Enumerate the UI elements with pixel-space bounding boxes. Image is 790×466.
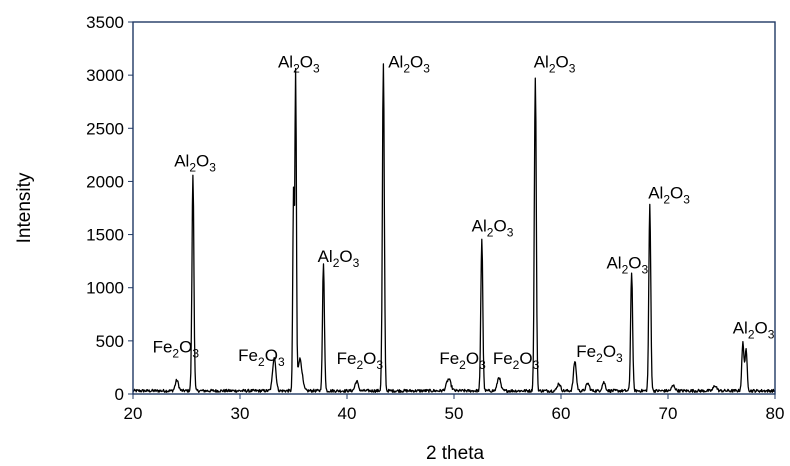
peak-label: Al2O3: [534, 53, 576, 76]
x-tick-label: 70: [659, 404, 678, 423]
peak-label: Al2O3: [606, 254, 648, 277]
peak-label: Al2O3: [388, 53, 430, 76]
intensity-trace: [132, 63, 776, 393]
peak-label: Fe2O3: [153, 338, 200, 361]
peak-label: Al2O3: [733, 318, 775, 341]
x-tick-label: 50: [445, 404, 464, 423]
x-axis-ticks: 20 30 40 50 60 70 80: [124, 394, 785, 423]
peak-label: Al2O3: [174, 152, 216, 175]
y-tick-label: 2500: [86, 119, 124, 138]
x-axis-title: 2 theta: [426, 443, 485, 464]
y-tick-label: 3500: [86, 13, 124, 32]
peak-annotations: Fe2O3 Al2O3 Fe2O3 Al2O3 Al2O3 Fe2O3 Al2O3 Fe2O3…: [153, 53, 775, 373]
x-tick-label: 40: [338, 404, 357, 423]
peak-label: Al2O3: [318, 247, 360, 270]
y-axis-title: Intensity: [14, 172, 35, 243]
peak-label: Al2O3: [648, 183, 690, 206]
y-tick-label: 1500: [86, 226, 124, 245]
peak-label: Fe2O3: [337, 349, 384, 372]
peak-label: Al2O3: [278, 53, 320, 76]
y-tick-label: 1000: [86, 279, 124, 298]
peak-label: Fe2O3: [439, 349, 486, 372]
y-tick-label: 500: [96, 332, 124, 351]
y-tick-label: 0: [115, 385, 124, 404]
plot-frame: [132, 21, 776, 395]
y-tick-label: 3000: [86, 66, 124, 85]
x-tick-label: 30: [231, 404, 250, 423]
peak-label: Al2O3: [472, 216, 514, 239]
peak-label: Fe2O3: [238, 346, 285, 369]
y-tick-label: 2000: [86, 172, 124, 191]
peak-label: Fe2O3: [493, 349, 540, 372]
peak-label: Fe2O3: [576, 342, 623, 365]
x-tick-label: 80: [766, 404, 785, 423]
x-tick-label: 20: [124, 404, 143, 423]
y-axis-ticks: 0 500 1000 1500 2000 2500 3000 3500: [86, 13, 133, 404]
x-tick-label: 60: [552, 404, 571, 423]
